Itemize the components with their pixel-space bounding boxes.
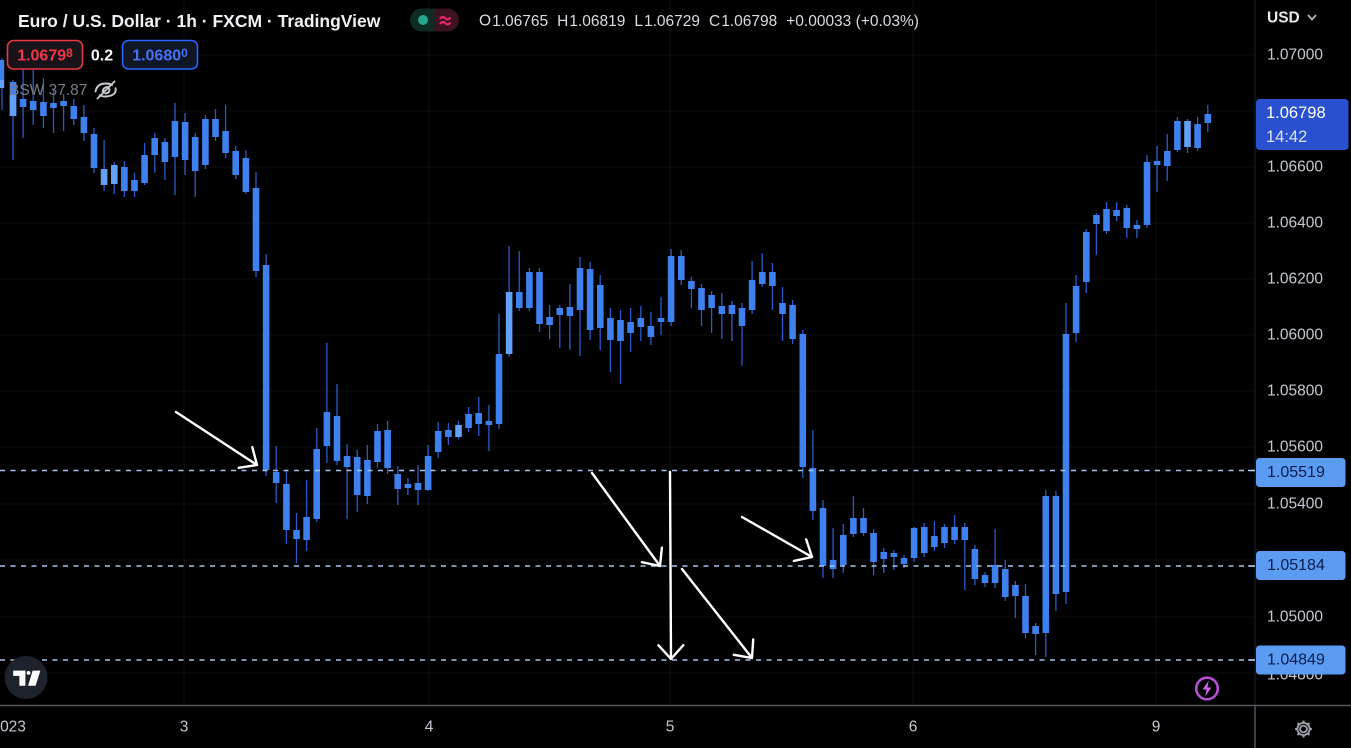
svg-text:BSW 37.87: BSW 37.87 [9,82,87,99]
svg-text:1.05600: 1.05600 [1267,439,1323,456]
svg-text:1.06400: 1.06400 [1267,215,1323,232]
svg-text:14:42: 14:42 [1266,128,1307,146]
svg-text:1.05800: 1.05800 [1267,383,1323,400]
svg-text:1.05184: 1.05184 [1267,557,1325,574]
svg-text:1.06600: 1.06600 [1267,159,1323,176]
svg-text:1.06798: 1.06798 [1266,104,1326,122]
svg-text:0.2: 0.2 [91,48,113,65]
svg-text:1.07000: 1.07000 [1267,47,1323,64]
svg-text:1.06200: 1.06200 [1267,271,1323,288]
svg-text:1.05000: 1.05000 [1267,609,1323,626]
svg-text:1.05519: 1.05519 [1267,464,1325,481]
svg-text:Euro / U.S. Dollar · 1h · FXCM: Euro / U.S. Dollar · 1h · FXCM · Trading… [18,11,381,31]
svg-text:1.06798: 1.06798 [17,46,73,65]
svg-text:USD: USD [1267,10,1300,27]
svg-text:1.04849: 1.04849 [1267,652,1325,669]
svg-text:9: 9 [1152,719,1161,736]
svg-text:6: 6 [909,719,918,736]
svg-text:5: 5 [666,719,675,736]
svg-text:3: 3 [180,719,189,736]
svg-text:1.06800: 1.06800 [132,46,188,65]
svg-text:1.05400: 1.05400 [1267,496,1323,513]
svg-text:023: 023 [0,719,26,736]
svg-text:1.06000: 1.06000 [1267,327,1323,344]
svg-text:4: 4 [425,719,434,736]
